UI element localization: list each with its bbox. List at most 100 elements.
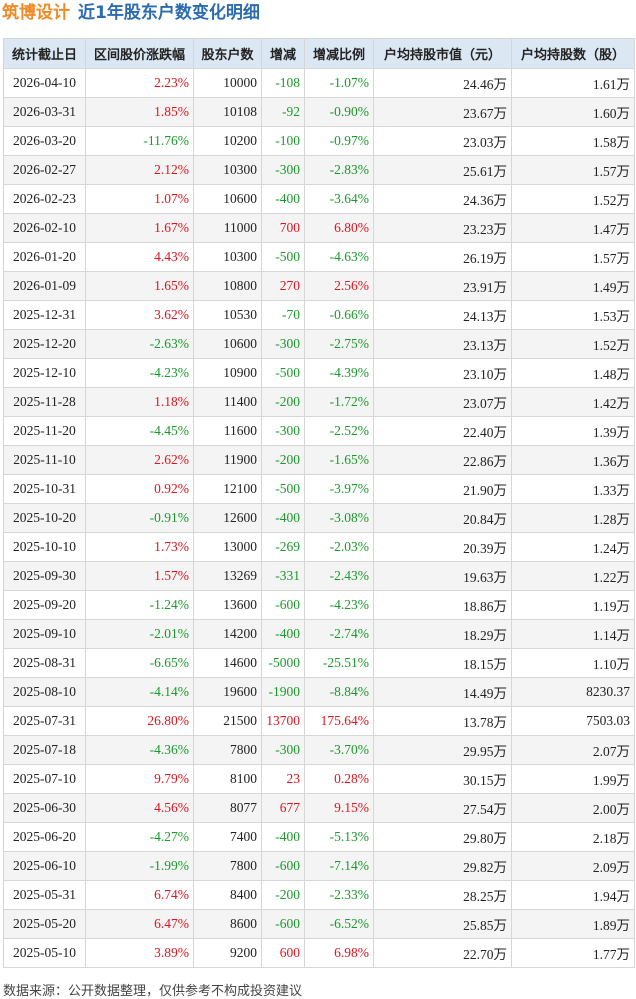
table-cell: 2026-03-20 (3, 126, 86, 156)
table-cell: 2025-07-10 (3, 764, 86, 794)
table-cell: -3.08% (304, 503, 374, 533)
table-cell: -1.72% (304, 387, 374, 417)
table-cell: 2026-02-10 (3, 213, 86, 243)
table-cell: 2025-08-10 (3, 677, 86, 707)
table-cell: -600 (261, 590, 305, 620)
table-cell: 8400 (193, 880, 262, 910)
table-cell: 2025-11-28 (3, 387, 86, 417)
table-cell: 175.64% (304, 706, 374, 736)
table-cell: 14200 (193, 619, 262, 649)
table-cell: -70 (261, 300, 305, 330)
table-row: 2025-11-28 1.18% 11400 -200 -1.72% 23.07万 1.42… (3, 387, 635, 417)
table-cell: -3.64% (304, 184, 374, 214)
table-cell: 8230.37 (511, 677, 635, 707)
holder-table: 统计截止日 区间股价涨跌幅 股东户数 增减 增减比例 户均持股市值（元） 户均持股数（股） … (3, 38, 635, 968)
table-cell: 24.36万 (373, 184, 512, 214)
table-cell: -200 (261, 445, 305, 475)
table-cell: 1.24万 (511, 532, 635, 562)
table-row: 2025-09-10 -2.01% 14200 -400 -2.74% 18.29万 1.1… (3, 619, 635, 649)
table-cell: 1.57% (85, 561, 194, 591)
table-row: 2025-07-18 -4.36% 7800 -300 -3.70% 29.95万 2.07… (3, 735, 635, 765)
table-cell: 24.46万 (373, 68, 512, 98)
table-cell: -0.91% (85, 503, 194, 533)
table-cell: -331 (261, 561, 305, 591)
column-header: 股东户数 (193, 38, 262, 69)
table-cell: -3.70% (304, 735, 374, 765)
table-cell: 14.49万 (373, 677, 512, 707)
table-cell: 1.65% (85, 271, 194, 301)
table-cell: -400 (261, 184, 305, 214)
table-cell: 2025-08-31 (3, 648, 86, 678)
table-row: 2025-09-30 1.57% 13269 -331 -2.43% 19.63万 1.22… (3, 561, 635, 591)
table-cell: 6.47% (85, 909, 194, 939)
table-cell: 1.14万 (511, 619, 635, 649)
table-cell: 270 (261, 271, 305, 301)
table-cell: -0.66% (304, 300, 374, 330)
table-cell: 2025-10-10 (3, 532, 86, 562)
table-cell: 10300 (193, 155, 262, 185)
table-cell: 2.07万 (511, 735, 635, 765)
table-cell: 19600 (193, 677, 262, 707)
table-cell: -100 (261, 126, 305, 156)
table-row: 2026-03-20 -11.76% 10200 -100 -0.97% 23.03万 1.… (3, 126, 635, 156)
table-cell: -4.23% (85, 358, 194, 388)
table-cell: -4.27% (85, 822, 194, 852)
table-cell: -300 (261, 329, 305, 359)
table-cell: -11.76% (85, 126, 194, 156)
table-cell: 10800 (193, 271, 262, 301)
table-cell: 18.29万 (373, 619, 512, 649)
table-cell: 2.56% (304, 271, 374, 301)
table-row: 2026-02-23 1.07% 10600 -400 -3.64% 24.36万 1.52… (3, 184, 635, 214)
table-cell: 22.70万 (373, 938, 512, 968)
table-cell: 23.91万 (373, 271, 512, 301)
table-cell: 30.15万 (373, 764, 512, 794)
table-cell: -600 (261, 851, 305, 881)
table-cell: 2.18万 (511, 822, 635, 852)
table-cell: 29.80万 (373, 822, 512, 852)
table-cell: -4.45% (85, 416, 194, 446)
column-header: 增减 (261, 38, 305, 69)
table-cell: 2026-01-09 (3, 271, 86, 301)
page-title: 近1年股东户数变化明细 (78, 3, 260, 23)
table-cell: 2025-05-10 (3, 938, 86, 968)
table-cell: -1.99% (85, 851, 194, 881)
table-row: 2025-10-31 0.92% 12100 -500 -3.97% 21.90万 1.33… (3, 474, 635, 504)
table-cell: 1.19万 (511, 590, 635, 620)
table-cell: 8100 (193, 764, 262, 794)
table-cell: 2025-05-31 (3, 880, 86, 910)
table-cell: 13269 (193, 561, 262, 591)
table-cell: 1.57万 (511, 242, 635, 272)
table-cell: 1.33万 (511, 474, 635, 504)
table-cell: 9.15% (304, 793, 374, 823)
table-cell: 10600 (193, 329, 262, 359)
table-cell: 2025-06-10 (3, 851, 86, 881)
table-cell: -300 (261, 155, 305, 185)
table-cell: 20.39万 (373, 532, 512, 562)
table-cell: 8077 (193, 793, 262, 823)
table-cell: 1.60万 (511, 97, 635, 127)
table-cell: -4.39% (304, 358, 374, 388)
table-cell: 2026-04-10 (3, 68, 86, 98)
table-cell: 23.07万 (373, 387, 512, 417)
table-cell: 2.00万 (511, 793, 635, 823)
table-cell: 1.07% (85, 184, 194, 214)
table-cell: 1.39万 (511, 416, 635, 446)
table-cell: 22.40万 (373, 416, 512, 446)
table-cell: -2.75% (304, 329, 374, 359)
table-cell: 10000 (193, 68, 262, 98)
table-cell: 22.86万 (373, 445, 512, 475)
table-cell: 8600 (193, 909, 262, 939)
table-cell: 2025-12-20 (3, 329, 86, 359)
table-cell: 6.74% (85, 880, 194, 910)
table-cell: 11600 (193, 416, 262, 446)
table-cell: -400 (261, 503, 305, 533)
table-cell: 1.67% (85, 213, 194, 243)
table-cell: -269 (261, 532, 305, 562)
table-cell: -400 (261, 619, 305, 649)
table-cell: 1.73% (85, 532, 194, 562)
table-cell: 13000 (193, 532, 262, 562)
table-cell: 13600 (193, 590, 262, 620)
column-header: 区间股价涨跌幅 (85, 38, 194, 69)
table-cell: 0.28% (304, 764, 374, 794)
